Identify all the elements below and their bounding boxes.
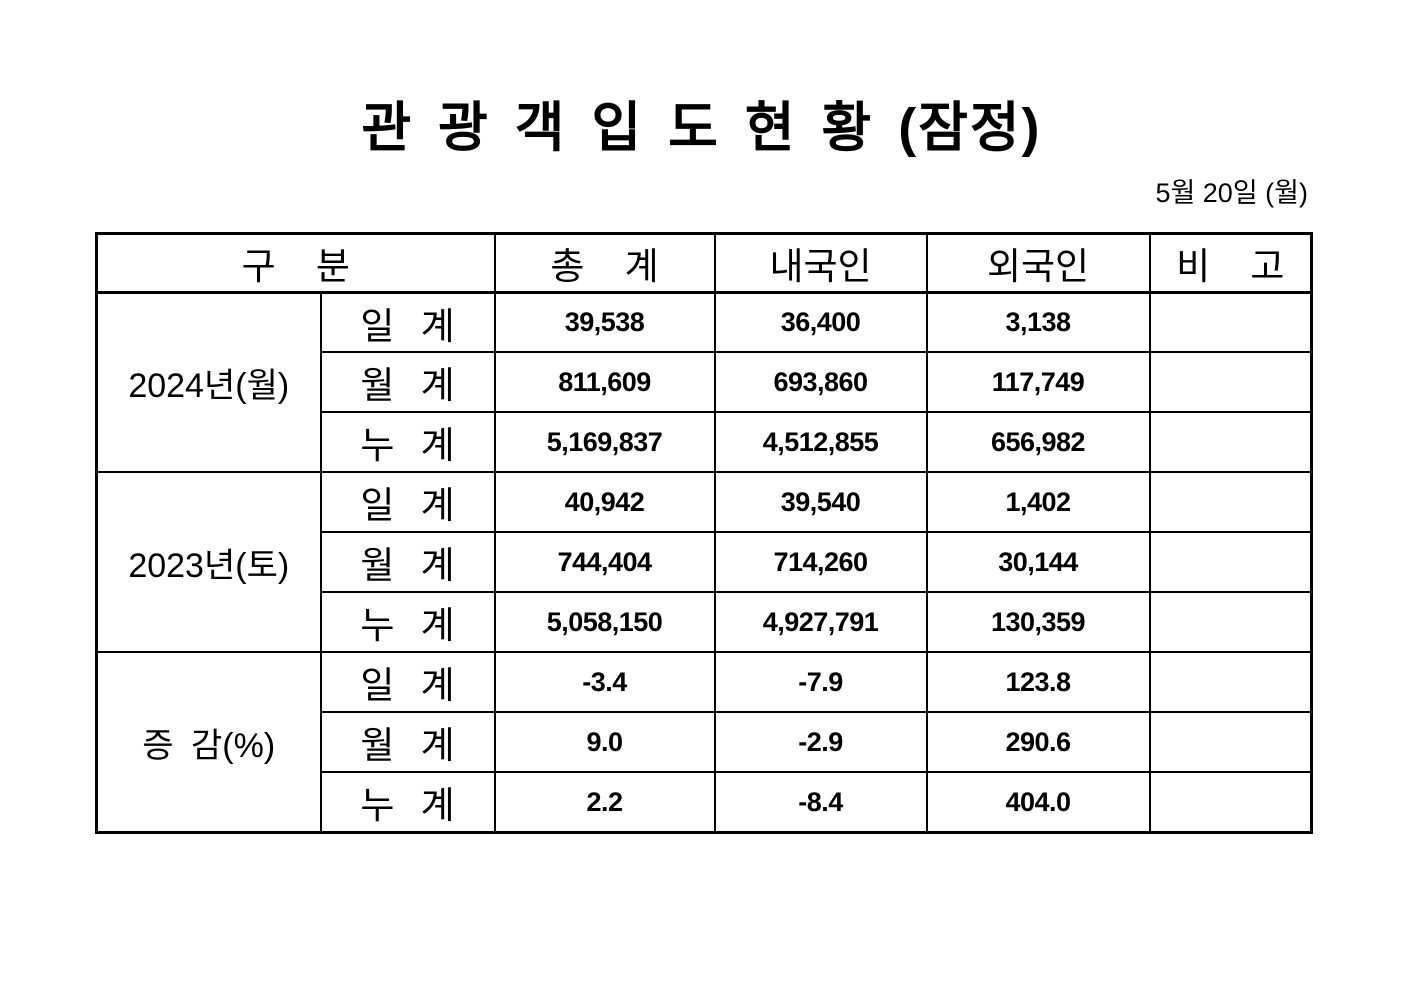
- value-domestic: -7.9: [713, 651, 928, 714]
- table-row: 월 계 744,404 714,260 30,144: [97, 531, 1313, 594]
- row-label-daily: 일 계: [319, 651, 496, 714]
- value-foreign: 130,359: [925, 591, 1151, 654]
- table-row: 2024년(월) 일 계 39,538 36,400 3,138: [95, 291, 1313, 474]
- value-foreign: 404.0: [925, 771, 1151, 834]
- value-foreign: 1,402: [925, 471, 1151, 534]
- content-area: 5월 20일 (월) 구 분 총 계 내국인 외국인 비 고: [95, 171, 1313, 834]
- value-domestic: 693,860: [713, 351, 928, 414]
- col-header-total: 총 계: [493, 232, 716, 294]
- remarks-cell: [1148, 291, 1313, 354]
- col-header-remarks: 비 고: [1148, 232, 1313, 294]
- remarks-cell: [1148, 651, 1313, 714]
- value-foreign: 656,982: [925, 411, 1151, 474]
- value-domestic: 4,927,791: [713, 591, 928, 654]
- page-title: 관 광 객 입 도 현 황 (잠정): [361, 98, 1042, 158]
- value-foreign: 117,749: [925, 351, 1151, 414]
- value-total: 5,058,150: [493, 591, 716, 654]
- value-total: 40,942: [493, 471, 716, 534]
- value-total: 744,404: [493, 531, 716, 594]
- remarks-cell: [1148, 471, 1313, 534]
- value-total: -3.4: [493, 651, 716, 714]
- table-row: 누 계 5,169,837 4,512,855 656,982: [97, 411, 1313, 474]
- remarks-cell: [1148, 411, 1313, 474]
- table-row: 2023년(토) 일 계 40,942 39,540 1,402: [95, 471, 1313, 654]
- value-domestic: 39,540: [713, 471, 928, 534]
- value-foreign: 30,144: [925, 531, 1151, 594]
- document-page: 관 광 객 입 도 현 황 (잠정) 5월 20일 (월) 구 분 총 계 내국…: [0, 96, 1403, 992]
- remarks-cell: [1148, 771, 1313, 834]
- table-row: 월 계 811,609 693,860 117,749: [97, 351, 1313, 414]
- row-label-monthly: 월 계: [319, 711, 496, 774]
- row-label-monthly: 월 계: [319, 531, 496, 594]
- table-row: 누 계 5,058,150 4,927,791 130,359: [97, 591, 1313, 654]
- table-row: 누 계 2.2 -8.4 404.0: [97, 771, 1313, 834]
- value-total: 5,169,837: [493, 411, 716, 474]
- report-date: 5월 20일 (월): [1155, 177, 1308, 208]
- value-total: 39,538: [493, 291, 716, 354]
- row-label-cumulative: 누 계: [319, 771, 496, 834]
- row-label-cumulative: 누 계: [319, 591, 496, 654]
- row-label-cumulative: 누 계: [319, 411, 496, 474]
- row-label-daily: 일 계: [319, 471, 496, 534]
- col-header-foreign: 외국인: [925, 232, 1151, 294]
- value-foreign: 123.8: [925, 651, 1151, 714]
- value-foreign: 3,138: [925, 291, 1151, 354]
- table-header-row: 구 분 총 계 내국인 외국인 비 고: [95, 232, 1313, 294]
- remarks-cell: [1148, 711, 1313, 774]
- value-domestic: 714,260: [713, 531, 928, 594]
- table-row: 증 감(%) 일 계 -3.4 -7.9 123.8: [95, 651, 1313, 834]
- table-row: 월 계 9.0 -2.9 290.6: [97, 711, 1313, 774]
- group-label-2023: 2023년(토): [95, 471, 322, 654]
- value-total: 811,609: [493, 351, 716, 414]
- value-total: 9.0: [493, 711, 716, 774]
- col-header-category: 구 분: [95, 232, 496, 294]
- remarks-cell: [1148, 591, 1313, 654]
- row-label-daily: 일 계: [319, 291, 496, 354]
- group-label-change-pct: 증 감(%): [95, 651, 322, 834]
- col-header-domestic: 내국인: [713, 232, 928, 294]
- row-label-monthly: 월 계: [319, 351, 496, 414]
- arrivals-table: 구 분 총 계 내국인 외국인 비 고 2024년(월) 일 계 39,538 …: [95, 231, 1313, 834]
- value-foreign: 290.6: [925, 711, 1151, 774]
- group-label-2024: 2024년(월): [95, 291, 322, 474]
- remarks-cell: [1148, 351, 1313, 414]
- value-domestic: 4,512,855: [713, 411, 928, 474]
- value-total: 2.2: [493, 771, 716, 834]
- value-domestic: 36,400: [713, 291, 928, 354]
- remarks-cell: [1148, 531, 1313, 594]
- value-domestic: -8.4: [713, 771, 928, 834]
- value-domestic: -2.9: [713, 711, 928, 774]
